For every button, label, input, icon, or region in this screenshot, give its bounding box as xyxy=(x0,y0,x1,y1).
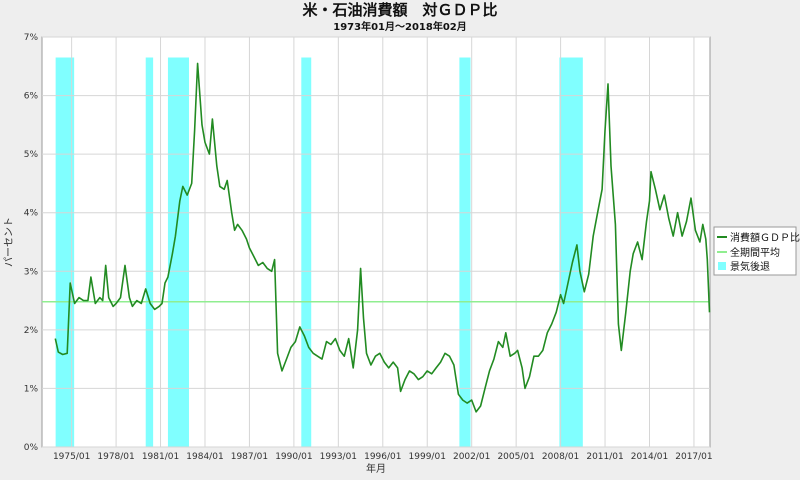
legend-box xyxy=(713,226,797,276)
series-lines xyxy=(42,62,711,413)
recession-bands xyxy=(55,57,583,447)
plot-area xyxy=(41,36,711,448)
recession-band-4 xyxy=(459,57,471,447)
y-tick-label-6: 6% xyxy=(24,92,39,102)
legend: 消費額ＧＤＰ比 全期間平均 景気後退 xyxy=(713,226,800,276)
x-axis-label: 年月 xyxy=(366,462,386,475)
consumption-ratio-line xyxy=(54,62,711,413)
x-tick-label-13: 2014/01 xyxy=(631,452,668,462)
gridlines xyxy=(42,36,710,448)
x-tick-label-7: 1996/01 xyxy=(364,452,401,462)
recession-band-5 xyxy=(559,57,583,447)
x-tick-label-8: 1999/01 xyxy=(409,452,446,462)
y-tick-label-2: 2% xyxy=(24,326,39,336)
legend-swatch-recession xyxy=(718,262,726,270)
x-tick-label-14: 2017/01 xyxy=(675,452,712,462)
x-tick-label-10: 2005/01 xyxy=(497,452,534,462)
x-tick-label-12: 2011/01 xyxy=(586,452,623,462)
recession-band-0 xyxy=(55,57,75,447)
y-tick-label-5: 5% xyxy=(24,150,39,160)
legend-label-consumption: 消費額ＧＤＰ比 xyxy=(730,231,800,244)
x-tick-label-3: 1984/01 xyxy=(186,452,223,462)
x-tick-label-9: 2002/01 xyxy=(453,452,490,462)
x-tick-label-2: 1981/01 xyxy=(142,452,179,462)
y-axis-label: パーセント xyxy=(3,217,15,267)
y-tick-label-7: 7% xyxy=(24,33,39,43)
y-tick-label-3: 3% xyxy=(24,267,39,277)
recession-band-1 xyxy=(145,57,154,447)
legend-label-average: 全期間平均 xyxy=(730,246,780,259)
recession-band-3 xyxy=(301,57,312,447)
chart-title: 米・石油消費額 対ＧＤＰ比 xyxy=(302,1,497,19)
chart-subtitle: 1973年01月～2018年02月 xyxy=(333,20,467,33)
legend-label-recession: 景気後退 xyxy=(730,260,770,273)
x-tick-label-0: 1975/01 xyxy=(53,452,90,462)
x-tick-label-4: 1987/01 xyxy=(231,452,268,462)
y-tick-label-0: 0% xyxy=(24,443,39,453)
x-tick-label-11: 2008/01 xyxy=(542,452,579,462)
tick-labels: 0% 1% 2% 3% 4% 5% 6% 7% 1975/01 1978/01 1981/01 198… xyxy=(24,33,713,462)
x-tick-label-5: 1990/01 xyxy=(275,452,312,462)
y-tick-label-1: 1% xyxy=(24,384,39,394)
x-tick-label-6: 1993/01 xyxy=(320,452,357,462)
recession-band-2 xyxy=(167,57,189,447)
x-tick-label-1: 1978/01 xyxy=(97,452,134,462)
y-tick-label-4: 4% xyxy=(24,209,39,219)
